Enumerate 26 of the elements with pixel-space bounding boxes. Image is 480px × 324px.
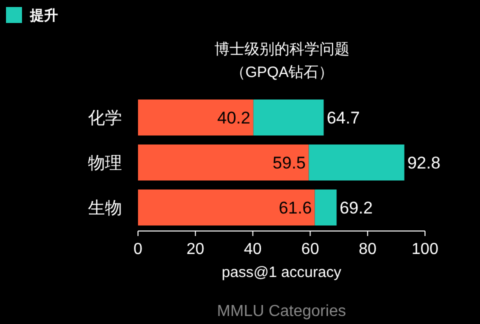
- data-label: 61.6: [278, 198, 312, 218]
- y-tick-label: 化学: [88, 108, 122, 128]
- chart-title: 博士级别的科学问题: [214, 41, 350, 58]
- total-label: 69.2: [340, 198, 373, 218]
- x-axis-title: pass@1 accuracy: [222, 264, 342, 281]
- bar: [308, 144, 404, 180]
- total-label: 64.7: [326, 108, 360, 128]
- data-label: 40.2: [217, 108, 250, 128]
- data-label: 59.5: [272, 154, 306, 172]
- x-tick-label: 100: [412, 241, 438, 258]
- total-label: 92.8: [407, 154, 440, 172]
- x-tick-label: 80: [358, 241, 377, 258]
- y-tick-label: 物理: [88, 154, 122, 172]
- chart-subtitle: （GPQA钻石）: [230, 64, 334, 81]
- x-tick-label: 20: [186, 241, 204, 258]
- legend-label: 提升: [29, 7, 58, 23]
- bar: [138, 190, 315, 226]
- bar: [138, 144, 309, 180]
- x-tick-label: 40: [244, 241, 262, 258]
- x-tick-label: 60: [301, 241, 320, 258]
- x-tick-label: 0: [134, 241, 143, 258]
- bar: [138, 100, 254, 136]
- y-tick-label: 生物: [88, 198, 122, 218]
- bar: [253, 100, 324, 136]
- text: MMLU Categories: [217, 303, 346, 320]
- bar: [314, 190, 337, 226]
